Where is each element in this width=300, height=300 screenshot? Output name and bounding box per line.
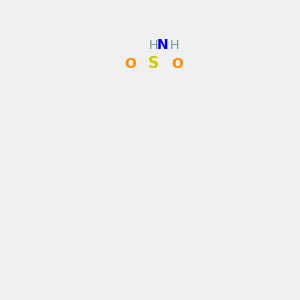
- Text: H: H: [149, 39, 158, 52]
- Text: S: S: [148, 56, 159, 71]
- Text: O: O: [124, 57, 136, 71]
- Text: O: O: [171, 57, 183, 71]
- Text: N: N: [157, 38, 169, 52]
- Text: H: H: [170, 39, 179, 52]
